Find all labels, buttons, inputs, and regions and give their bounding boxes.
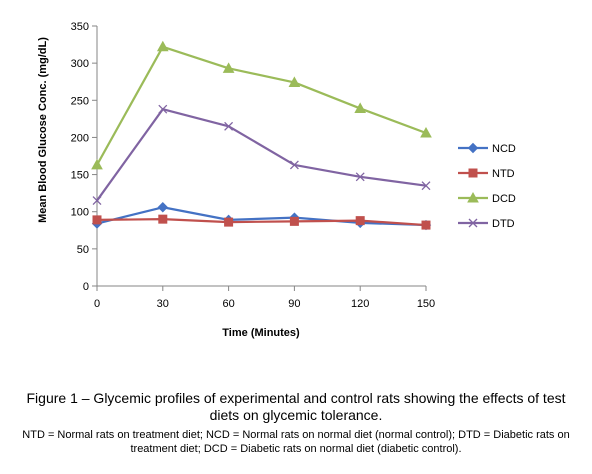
x-axis-title: Time (Minutes) — [222, 327, 300, 339]
legend-marker-ncd — [467, 142, 479, 154]
data-point-ntd — [421, 220, 431, 230]
x-marker-stroke — [468, 218, 478, 228]
x-marker-stroke — [158, 104, 168, 114]
chart-svg: 0 50 100 150 200 250 300 350 0 30 60 90 120 150 NCD NT… — [37, 21, 516, 339]
chart-axes: 0 50 100 150 200 250 300 350 0 30 60 90 120 150 — [71, 21, 436, 310]
legend-marker-dcd — [467, 191, 479, 203]
legend-item-ntd: NTD — [458, 168, 515, 180]
figure-caption: Figure 1 – Glycemic profiles of experime… — [0, 390, 592, 456]
x-tick-label: 0 — [94, 298, 100, 310]
chart-series-layer — [91, 40, 432, 231]
x-marker-stroke — [421, 181, 431, 191]
legend-item-ncd: NCD — [458, 142, 516, 155]
data-point-ncd — [157, 202, 169, 213]
data-point-dtd — [355, 172, 365, 182]
data-point-dcd — [420, 126, 432, 138]
y-axis-title: Mean Blood Glucose Conc. (mg/dL) — [37, 37, 49, 223]
glycemic-chart: 0 50 100 150 200 250 300 350 0 30 60 90 120 150 NCD NT… — [37, 21, 516, 339]
x-tick-label: 30 — [157, 298, 169, 310]
x-marker-stroke — [289, 160, 299, 170]
legend-label-ncd: NCD — [492, 143, 516, 155]
data-point-dtd — [224, 121, 234, 131]
series-line-ncd — [96, 206, 427, 227]
data-point-dcd — [288, 76, 301, 87]
legend-marker-ntd — [468, 168, 478, 178]
x-marker-stroke — [355, 172, 365, 182]
series-dcd — [91, 40, 432, 170]
legend-label-ntd: NTD — [492, 168, 515, 180]
chart-legend: NCD NTD DCD DTD — [458, 142, 516, 230]
legend-label-dtd: DTD — [492, 218, 515, 230]
data-point-ntd — [158, 214, 168, 224]
caption-note: NTD = Normal rats on treatment diet; NCD… — [22, 429, 570, 455]
y-tick-label: 150 — [71, 170, 89, 182]
legend-marker-dtd — [468, 218, 478, 228]
y-tick-label: 200 — [71, 132, 89, 144]
data-point-dtd — [421, 181, 431, 191]
x-tick-label: 90 — [288, 298, 300, 310]
data-point-dtd — [289, 160, 299, 170]
data-point-dtd — [92, 196, 102, 206]
y-tick-label: 100 — [71, 207, 89, 219]
data-point-ntd — [289, 216, 299, 226]
y-tick-label: 50 — [77, 244, 89, 256]
series-line-dcd — [96, 45, 427, 166]
x-tick-label: 120 — [351, 298, 369, 310]
series-ncd — [91, 202, 432, 231]
data-point-dcd — [156, 40, 169, 52]
caption-title: Figure 1 – Glycemic profiles of experime… — [26, 390, 566, 423]
series-line-dtd — [96, 108, 427, 202]
y-tick-label: 250 — [71, 95, 89, 107]
data-point-dcd — [91, 158, 103, 170]
legend-item-dtd: DTD — [458, 218, 515, 230]
legend-item-dcd: DCD — [458, 191, 516, 205]
y-tick-label: 0 — [83, 281, 89, 293]
legend-label-dcd: DCD — [492, 193, 516, 205]
data-point-ntd — [355, 216, 365, 226]
data-point-ntd — [224, 217, 234, 227]
x-tick-label: 60 — [222, 298, 234, 310]
series-ntd — [92, 214, 431, 230]
data-point-dcd — [222, 62, 235, 73]
data-point-ntd — [92, 215, 102, 225]
x-marker-stroke — [224, 121, 234, 131]
data-point-dcd — [354, 102, 367, 113]
y-tick-label: 300 — [71, 58, 89, 70]
data-point-dtd — [158, 104, 168, 114]
x-tick-label: 150 — [417, 298, 435, 310]
series-dtd — [92, 104, 431, 206]
y-tick-label: 350 — [71, 21, 89, 33]
x-marker-stroke — [92, 196, 102, 206]
series-line-ntd — [96, 218, 427, 227]
